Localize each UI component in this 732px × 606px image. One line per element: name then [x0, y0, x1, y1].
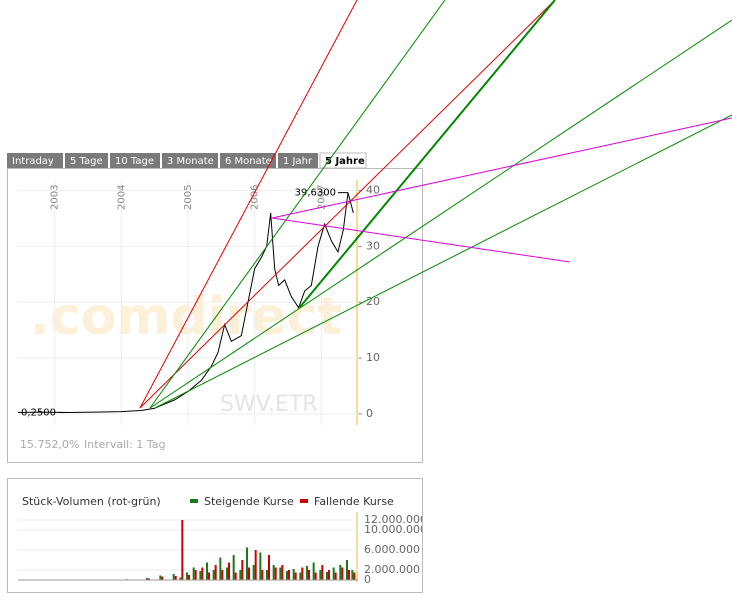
volume-bar — [353, 573, 355, 581]
legend-swatch — [190, 499, 198, 503]
volume-bar — [286, 571, 288, 580]
volume-bar — [181, 520, 183, 580]
volume-bar — [246, 548, 248, 581]
y-tick-label: 12.000.000 — [364, 513, 427, 526]
volume-bar — [266, 570, 268, 580]
volume-bar — [226, 568, 228, 581]
volume-bar — [206, 563, 208, 581]
volume-bar — [199, 571, 201, 580]
volume-bar — [175, 576, 177, 580]
volume-bar — [326, 572, 328, 580]
volume-bar — [275, 568, 277, 581]
volume-bar — [333, 568, 335, 581]
volume-bar — [299, 573, 301, 581]
volume-bar — [306, 566, 308, 580]
volume-bar — [295, 573, 297, 581]
annotation: 39,6300 — [295, 188, 336, 199]
volume-bar — [241, 560, 243, 580]
volume-bar — [288, 570, 290, 580]
volume-title: Stück-Volumen (rot-grün) — [22, 495, 161, 508]
volume-bar — [261, 570, 263, 580]
volume-bar — [315, 573, 317, 581]
y-tick-label: 30 — [366, 239, 380, 252]
volume-bar — [281, 565, 283, 580]
volume-bar — [351, 570, 353, 580]
volume-bar — [339, 565, 341, 580]
tab-label[interactable]: 1 Jahr — [283, 156, 313, 167]
volume-bar — [248, 568, 250, 581]
tab-label[interactable]: 3 Monate — [167, 156, 214, 167]
y-tick-label: 10 — [366, 351, 380, 364]
volume-bar — [228, 563, 230, 581]
tab-label[interactable]: 5 Tage — [70, 156, 103, 167]
volume-bar — [208, 573, 210, 581]
volume-bar — [301, 568, 303, 581]
tab-label[interactable]: 6 Monate — [225, 156, 272, 167]
y-tick-label: 2.000.000 — [364, 563, 420, 576]
volume-bar — [235, 573, 237, 581]
volume-bar — [213, 570, 215, 580]
volume-bar — [348, 570, 350, 580]
volume-bar — [239, 570, 241, 580]
volume-bar — [268, 555, 270, 580]
legend-label: Fallende Kurse — [314, 495, 394, 508]
symbol: SWV.ETR — [220, 392, 318, 417]
annotation: 0,2500 — [21, 407, 56, 418]
volume-bar — [193, 568, 195, 581]
volume-bar — [161, 577, 163, 581]
volume-bar — [173, 574, 175, 580]
volume-bar — [253, 565, 255, 580]
tab-label[interactable]: Intraday — [12, 156, 54, 167]
volume-bar — [313, 563, 315, 581]
volume-bar — [273, 565, 275, 580]
x-tick-label: 2005 — [183, 185, 194, 210]
volume-bar — [346, 560, 348, 580]
watermark: .comdirect — [30, 287, 342, 347]
volume-bar — [201, 568, 203, 581]
volume-bar — [321, 565, 323, 580]
volume-bar — [341, 568, 343, 581]
volume-bar — [335, 573, 337, 581]
y-tick-label: 0 — [366, 407, 373, 420]
tab-label[interactable]: 10 Tage — [115, 156, 154, 167]
volume-bar — [293, 569, 295, 580]
volume-bar — [233, 555, 235, 580]
footer-left: 15.752,0% — [20, 438, 79, 451]
volume-bar — [255, 550, 257, 580]
x-tick-label: 2003 — [50, 185, 61, 210]
volume-bar — [319, 570, 321, 580]
volume-bar — [195, 570, 197, 580]
legend-swatch — [300, 499, 308, 503]
y-tick-label: 6.000.000 — [364, 543, 420, 556]
volume-bar — [215, 565, 217, 580]
legend-label: Steigende Kurse — [204, 495, 294, 508]
volume-bar — [186, 573, 188, 581]
volume-bar — [159, 576, 161, 581]
volume-bar — [221, 570, 223, 580]
x-tick-label: 2004 — [116, 185, 127, 210]
footer-right: Intervall: 1 Tag — [84, 438, 166, 451]
x-tick-label: 2006 — [250, 185, 261, 210]
volume-bar — [279, 568, 281, 581]
volume-bar — [259, 553, 261, 581]
volume-bar — [328, 570, 330, 580]
volume-bar — [308, 570, 310, 580]
volume-bar — [219, 558, 221, 581]
volume-bar — [188, 575, 190, 580]
